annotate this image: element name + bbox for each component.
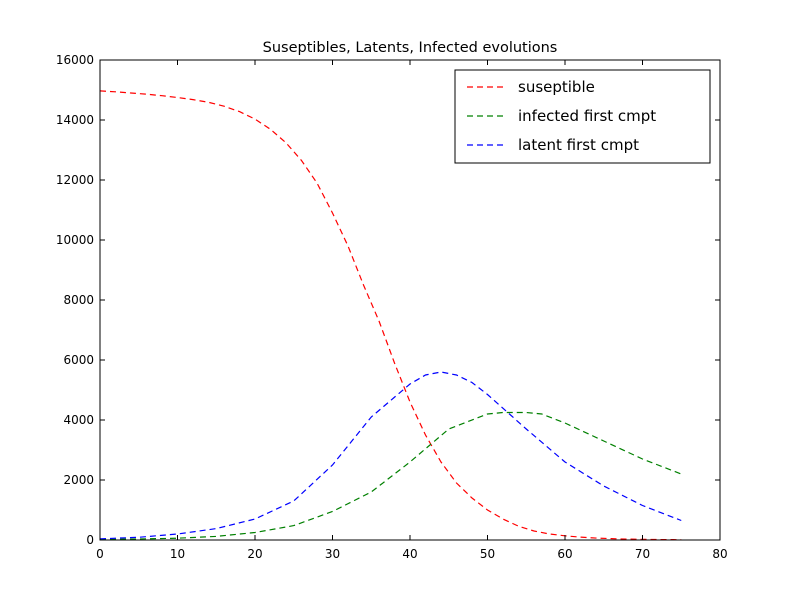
x-tick-label: 0 bbox=[96, 547, 104, 561]
series-line-2 bbox=[99, 371, 682, 540]
legend-label-1: infected first cmpt bbox=[518, 107, 656, 125]
y-tick-label: 16000 bbox=[56, 53, 94, 67]
legend: suseptible infected first cmpt latent firs… bbox=[454, 69, 711, 164]
x-tick-label: 70 bbox=[635, 547, 650, 561]
y-tick-label: 2000 bbox=[63, 473, 94, 487]
x-tick-label: 50 bbox=[480, 547, 495, 561]
y-tick-label: 0 bbox=[86, 533, 94, 547]
y-tick-label: 10000 bbox=[56, 233, 94, 247]
series-lines bbox=[99, 90, 682, 541]
x-tick-label: 30 bbox=[325, 547, 340, 561]
y-tick-label: 8000 bbox=[63, 293, 94, 307]
legend-label-0: suseptible bbox=[518, 78, 595, 96]
x-tick-label: 80 bbox=[712, 547, 727, 561]
chart-title: Suseptibles, Latents, Infected evolution… bbox=[263, 40, 558, 56]
series-line-1 bbox=[99, 411, 682, 540]
y-tick-label: 6000 bbox=[63, 353, 94, 367]
y-tick-label: 4000 bbox=[63, 413, 94, 427]
x-tick-label: 40 bbox=[402, 547, 417, 561]
y-tick-label: 12000 bbox=[56, 173, 94, 187]
x-tick-label: 20 bbox=[247, 547, 262, 561]
legend-label-2: latent first cmpt bbox=[518, 136, 639, 154]
y-tick-label: 14000 bbox=[56, 113, 94, 127]
x-tick-label: 60 bbox=[557, 547, 572, 561]
axis-ticks: 0 10 20 30 40 50 60 70 80 0 2000 4000 6000 8000 10000 1… bbox=[56, 53, 728, 561]
x-tick-label: 10 bbox=[170, 547, 185, 561]
series-line-0 bbox=[99, 90, 682, 541]
